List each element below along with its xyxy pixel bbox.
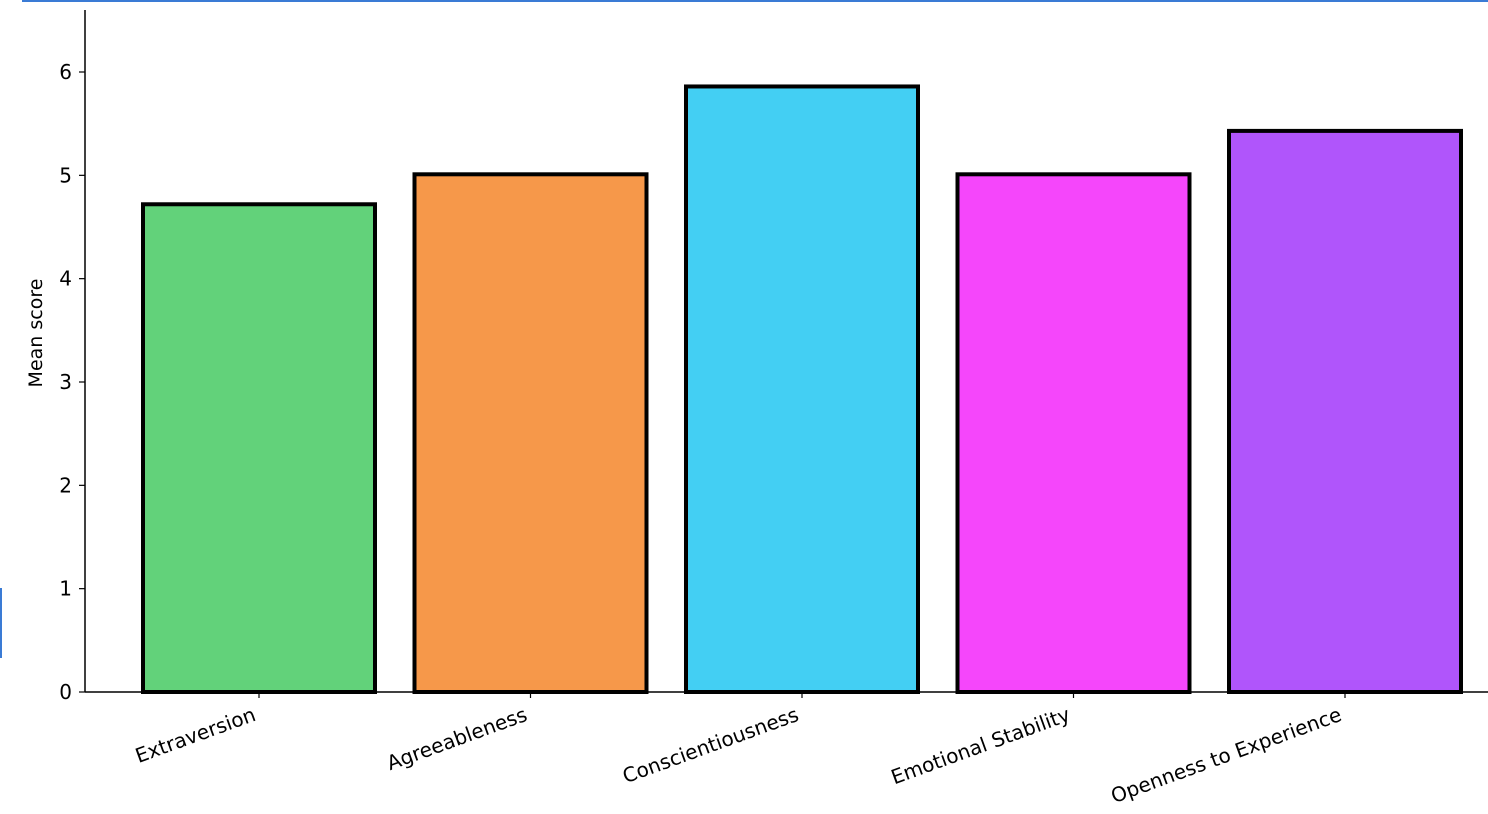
y-tick-label: 0	[59, 680, 72, 704]
y-tick-label: 4	[59, 267, 72, 291]
x-tick-label: Conscientiousness	[619, 702, 801, 788]
axes-group	[84, 10, 1488, 693]
x-tick-label: Agreeableness	[383, 702, 530, 775]
y-axis-label: Mean score	[25, 279, 47, 388]
bar-emotional-stability	[955, 172, 1192, 695]
window-top-accent	[22, 0, 1488, 2]
y-tick-label: 1	[59, 577, 72, 601]
y-tick-label: 6	[59, 60, 72, 84]
bar-conscientiousness	[684, 84, 920, 694]
window-left-accent	[0, 588, 2, 658]
y-tick-label: 3	[59, 370, 72, 394]
bars-group	[141, 84, 1463, 695]
x-tick-label: Extraversion	[132, 702, 259, 768]
y-tick-label: 2	[59, 473, 72, 497]
x-tick-label: Emotional Stability	[888, 702, 1074, 789]
bar-openness-to-experience	[1227, 128, 1463, 694]
y-ticks-group: 0 1 2 3 4 5 6	[59, 60, 85, 704]
y-tick-label: 5	[59, 163, 72, 187]
bar-agreeableness	[412, 172, 649, 695]
x-tick-label: Openness to Experience	[1108, 702, 1345, 808]
x-ticks-group: Extraversion Agreeableness Conscientiousne…	[132, 692, 1346, 808]
bar-extraversion	[141, 202, 377, 694]
